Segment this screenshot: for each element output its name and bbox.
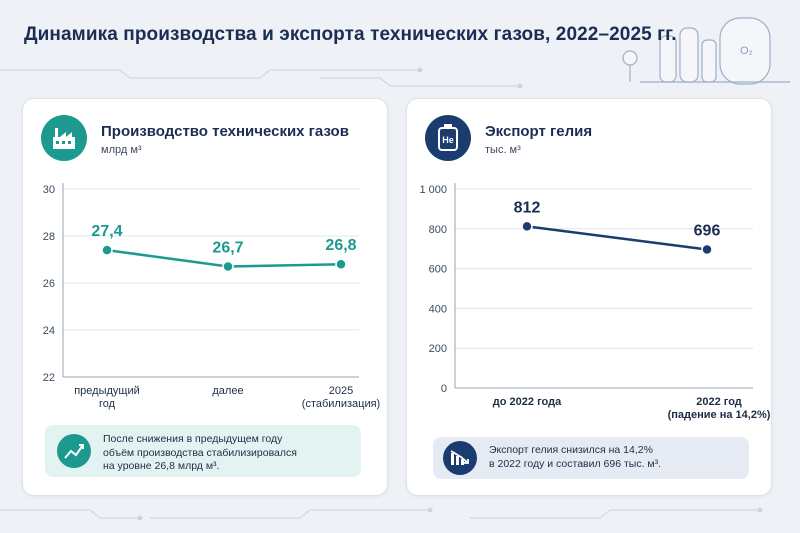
helium-note-line-2: в 2022 году и составил 696 тыс. м³. (489, 457, 662, 470)
svg-text:He: He (442, 135, 454, 145)
helium-card-unit: тыс. м³ (485, 144, 521, 156)
trend-up-icon (57, 434, 91, 468)
helium-line-chart: 0 200 400 600 800 1 000 812 696 до 2022 года 2022… (419, 183, 771, 421)
trend-down-icon (443, 441, 477, 475)
o2-label: O₂ (740, 45, 753, 57)
data-point (335, 258, 347, 270)
y-tick-label: 0 (441, 383, 447, 395)
x-tick-label: (падение на 14,2%) (668, 409, 771, 421)
data-point (222, 260, 234, 273)
x-tick-label: предыдущий (74, 385, 140, 397)
series-line (526, 225, 708, 251)
production-note-line-3: на уровне 26,8 млрд м³. (103, 460, 220, 472)
gas-cylinders-illustration (622, 17, 790, 85)
helium-cylinder-icon: He (425, 115, 471, 161)
production-card-unit: млрд м³ (101, 144, 142, 156)
y-tick-label: 24 (43, 325, 55, 337)
y-tick-label: 22 (43, 372, 55, 384)
y-tick-label: 30 (43, 184, 55, 196)
production-note-line-1: После снижения в предыдущем году (103, 433, 283, 445)
production-note-text: После снижения в предыдущем году объём п… (103, 433, 353, 474)
helium-export-card: He Экспорт гелия тыс. м³ 0 200 400 600 800 1 … (406, 98, 772, 496)
page-title: Динамика производства и экспорта техниче… (24, 24, 677, 45)
factory-icon (41, 115, 87, 161)
y-tick-label: 200 (429, 343, 447, 355)
production-card-title: Производство технических газов (101, 123, 349, 140)
data-label: 26,8 (325, 237, 356, 254)
x-tick-label: 2022 год (696, 396, 742, 408)
helium-note-text: Экспорт гелия снизился на 14,2% в 2022 г… (489, 444, 739, 471)
helium-note: Экспорт гелия снизился на 14,2% в 2022 г… (433, 437, 749, 479)
x-tick-label: (стабилизация) (302, 398, 380, 410)
y-tick-label: 1 000 (419, 184, 447, 196)
x-tick-label: далее (212, 385, 243, 397)
y-tick-label: 600 (429, 264, 447, 276)
helium-note-line-1: Экспорт гелия снизился на 14,2% (489, 444, 653, 456)
data-point (101, 244, 113, 256)
x-tick-label: 2025 (329, 385, 353, 397)
data-label: 696 (694, 222, 721, 239)
production-note-line-2: объём производства стабилизировался (103, 446, 297, 459)
data-point (521, 220, 533, 233)
y-tick-label: 28 (43, 231, 55, 243)
data-point (701, 243, 713, 256)
data-label: 27,4 (91, 223, 122, 240)
x-tick-label: год (99, 398, 116, 410)
x-tick-label: до 2022 года (493, 396, 562, 408)
production-note: После снижения в предыдущем году объём п… (45, 425, 361, 477)
y-tick-label: 800 (429, 224, 447, 236)
production-card: Производство технических газов млрд м³ 2… (22, 98, 388, 496)
data-label: 26,7 (212, 240, 243, 257)
data-label: 812 (514, 199, 541, 216)
y-tick-label: 26 (43, 278, 55, 290)
helium-card-title: Экспорт гелия (485, 123, 593, 140)
y-tick-label: 400 (429, 303, 447, 315)
